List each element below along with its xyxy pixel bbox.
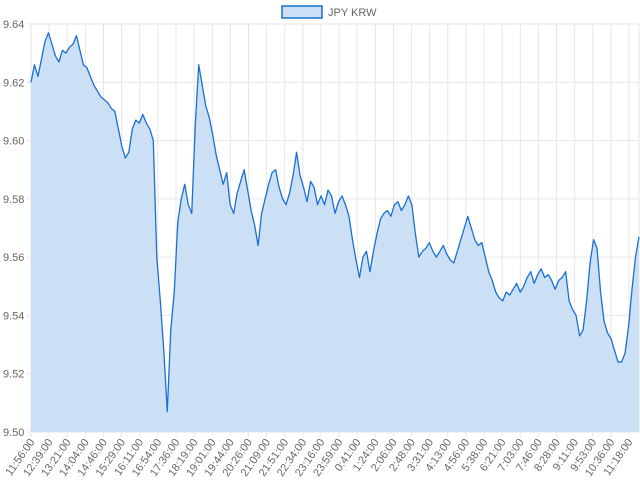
- series-line: [30, 32, 640, 413]
- x-axis: 11:56:0012:39:0013:21:0014:04:0014:46:00…: [4, 437, 636, 479]
- area-fill: [30, 32, 640, 433]
- y-tick-label: 9.62: [3, 77, 24, 89]
- legend[interactable]: JPY KRW: [281, 5, 377, 19]
- y-tick-label: 9.52: [3, 369, 24, 381]
- y-tick-label: 9.56: [3, 252, 24, 264]
- y-axis: 9.50 9.52 9.54 9.56 9.58 9.60 9.62 9.64: [3, 19, 24, 439]
- legend-swatch: [281, 5, 323, 19]
- y-tick-label: 9.58: [3, 194, 24, 206]
- legend-label: JPY KRW: [328, 7, 377, 19]
- series-area: [31, 32, 639, 433]
- y-tick-label: 9.50: [3, 427, 24, 439]
- y-tick-label: 9.64: [3, 19, 24, 31]
- y-tick-label: 9.54: [3, 310, 24, 322]
- y-tick-label: 9.60: [3, 136, 24, 148]
